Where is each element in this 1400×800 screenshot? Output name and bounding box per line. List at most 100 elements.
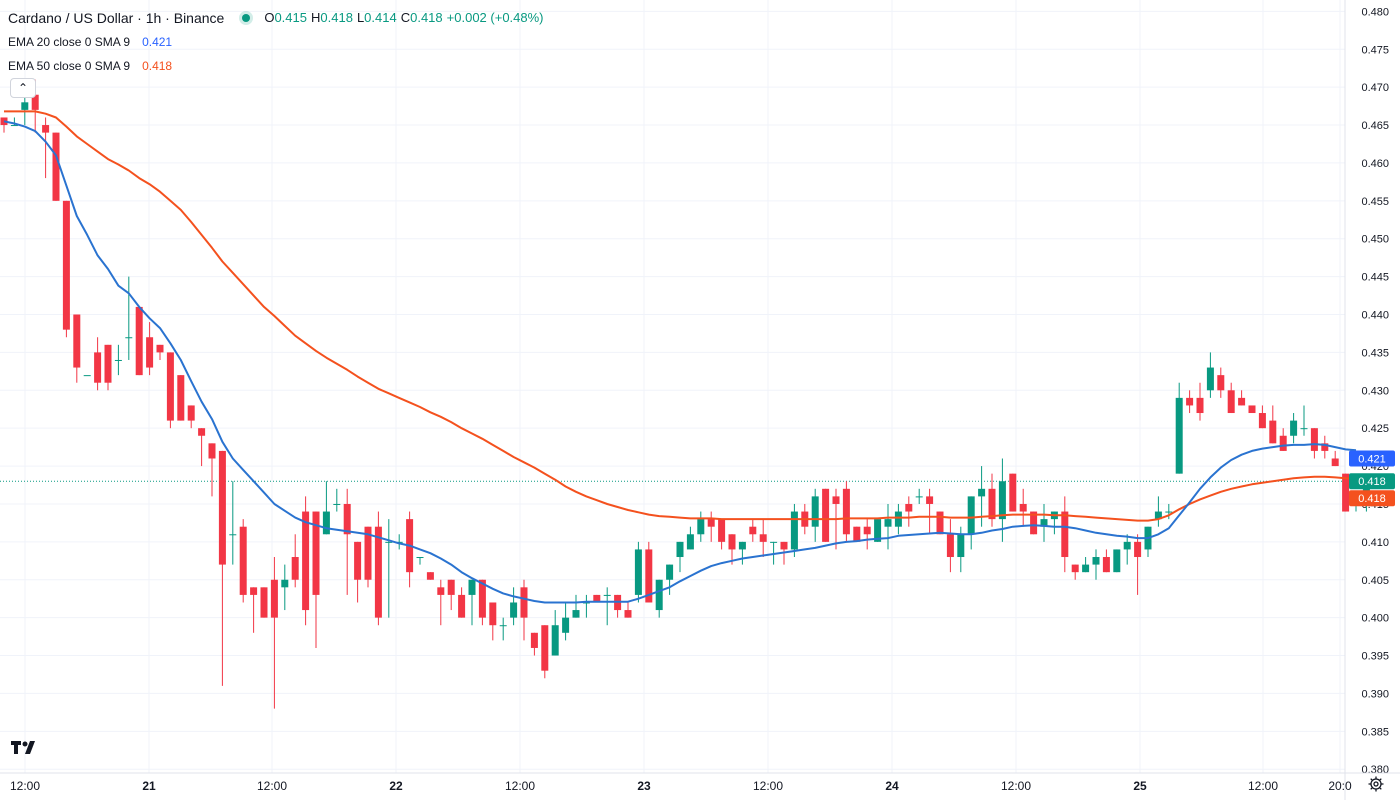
candle-body[interactable]	[551, 625, 559, 656]
candle-body[interactable]	[198, 428, 206, 436]
candle-body[interactable]	[42, 125, 50, 133]
candle-body[interactable]	[780, 541, 788, 550]
candle-body[interactable]	[957, 534, 965, 558]
candle-body[interactable]	[874, 519, 882, 542]
candle-body[interactable]	[270, 579, 278, 618]
candle-body[interactable]	[426, 572, 434, 580]
collapse-legend-button[interactable]: ⌃	[10, 78, 36, 98]
candle-body[interactable]	[1342, 473, 1350, 512]
candle-body[interactable]	[114, 359, 122, 361]
candle-body[interactable]	[156, 344, 164, 353]
candle-body[interactable]	[1321, 443, 1329, 451]
candle-body[interactable]	[1227, 390, 1235, 414]
candle-body[interactable]	[489, 602, 497, 626]
candle-body[interactable]	[125, 337, 133, 339]
candle-body[interactable]	[863, 526, 871, 535]
candle-body[interactable]	[1040, 519, 1048, 527]
candle-body[interactable]	[1175, 397, 1183, 474]
candle-body[interactable]	[988, 488, 996, 520]
candle-body[interactable]	[499, 625, 507, 627]
candle-body[interactable]	[62, 200, 70, 330]
candle-body[interactable]	[832, 496, 840, 504]
candle-body[interactable]	[905, 503, 913, 512]
candle-body[interactable]	[343, 503, 351, 535]
candle-body[interactable]	[1134, 541, 1142, 558]
candle-body[interactable]	[967, 496, 975, 535]
candle-body[interactable]	[83, 375, 91, 377]
candle-body[interactable]	[239, 526, 247, 595]
candle-body[interactable]	[1019, 503, 1027, 512]
candle-body[interactable]	[146, 337, 154, 368]
candle-body[interactable]	[894, 511, 902, 527]
candle-body[interactable]	[166, 352, 174, 421]
candle-body[interactable]	[10, 125, 18, 127]
candle-body[interactable]	[666, 564, 674, 580]
candle-body[interactable]	[1102, 557, 1110, 573]
candle-body[interactable]	[926, 496, 934, 504]
candle-body[interactable]	[822, 488, 830, 542]
candle-body[interactable]	[853, 526, 861, 542]
symbol-title[interactable]: Cardano / US Dollar · 1h · Binance	[8, 10, 225, 26]
candle-body[interactable]	[31, 94, 39, 110]
candle-body[interactable]	[229, 534, 237, 536]
candle-body[interactable]	[364, 526, 372, 580]
candle-body[interactable]	[1165, 511, 1173, 513]
candle-body[interactable]	[541, 625, 549, 671]
candle-body[interactable]	[1238, 397, 1246, 406]
candle-body[interactable]	[478, 579, 486, 618]
candle-body[interactable]	[177, 375, 185, 421]
candle-body[interactable]	[770, 541, 778, 543]
candle-body[interactable]	[281, 579, 289, 588]
candle-body[interactable]	[1217, 375, 1225, 391]
candle-body[interactable]	[884, 519, 892, 527]
candle-body[interactable]	[354, 541, 362, 580]
indicator-ema20[interactable]: EMA 20 close 0 SMA 9 0.421	[8, 30, 544, 54]
candle-body[interactable]	[603, 594, 611, 596]
candle-body[interactable]	[458, 594, 466, 618]
candle-body[interactable]	[1331, 458, 1339, 467]
candle-body[interactable]	[697, 519, 705, 535]
candle-body[interactable]	[385, 541, 393, 543]
candle-body[interactable]	[1030, 511, 1038, 535]
candle-body[interactable]	[468, 579, 476, 595]
candle-body[interactable]	[728, 534, 736, 550]
candle-body[interactable]	[1279, 435, 1287, 451]
candle-body[interactable]	[707, 519, 715, 527]
candle-body[interactable]	[936, 511, 944, 535]
candle-body[interactable]	[447, 579, 455, 595]
candle-body[interactable]	[333, 503, 341, 505]
candle-body[interactable]	[1290, 420, 1298, 436]
candle-body[interactable]	[1258, 413, 1266, 429]
candle-body[interactable]	[104, 344, 112, 383]
candle-body[interactable]	[21, 102, 29, 110]
candle-body[interactable]	[0, 117, 8, 126]
candle-body[interactable]	[530, 632, 538, 648]
candle-body[interactable]	[582, 602, 590, 604]
candle-body[interactable]	[978, 488, 986, 497]
candle-body[interactable]	[1154, 511, 1162, 520]
candle-body[interactable]	[374, 526, 382, 618]
candle-body[interactable]	[655, 579, 663, 611]
candle-body[interactable]	[437, 587, 445, 595]
candle-body[interactable]	[811, 496, 819, 527]
candle-body[interactable]	[312, 511, 320, 595]
candle-body[interactable]	[572, 610, 580, 618]
candle-body[interactable]	[416, 557, 424, 559]
candle-body[interactable]	[1310, 428, 1318, 451]
candle-body[interactable]	[759, 534, 767, 542]
candle-body[interactable]	[52, 132, 60, 201]
candle-body[interactable]	[520, 587, 528, 618]
candle-body[interactable]	[998, 481, 1006, 520]
candle-body[interactable]	[1186, 397, 1194, 406]
candle-body[interactable]	[94, 352, 102, 383]
candle-body[interactable]	[738, 541, 746, 550]
candle-body[interactable]	[1269, 420, 1277, 444]
candle-body[interactable]	[1300, 428, 1308, 430]
candle-body[interactable]	[1061, 511, 1069, 558]
candle-body[interactable]	[686, 534, 694, 550]
candle-body[interactable]	[842, 488, 850, 535]
candle-body[interactable]	[250, 587, 258, 595]
candle-body[interactable]	[676, 541, 684, 558]
candle-body[interactable]	[1082, 564, 1090, 573]
